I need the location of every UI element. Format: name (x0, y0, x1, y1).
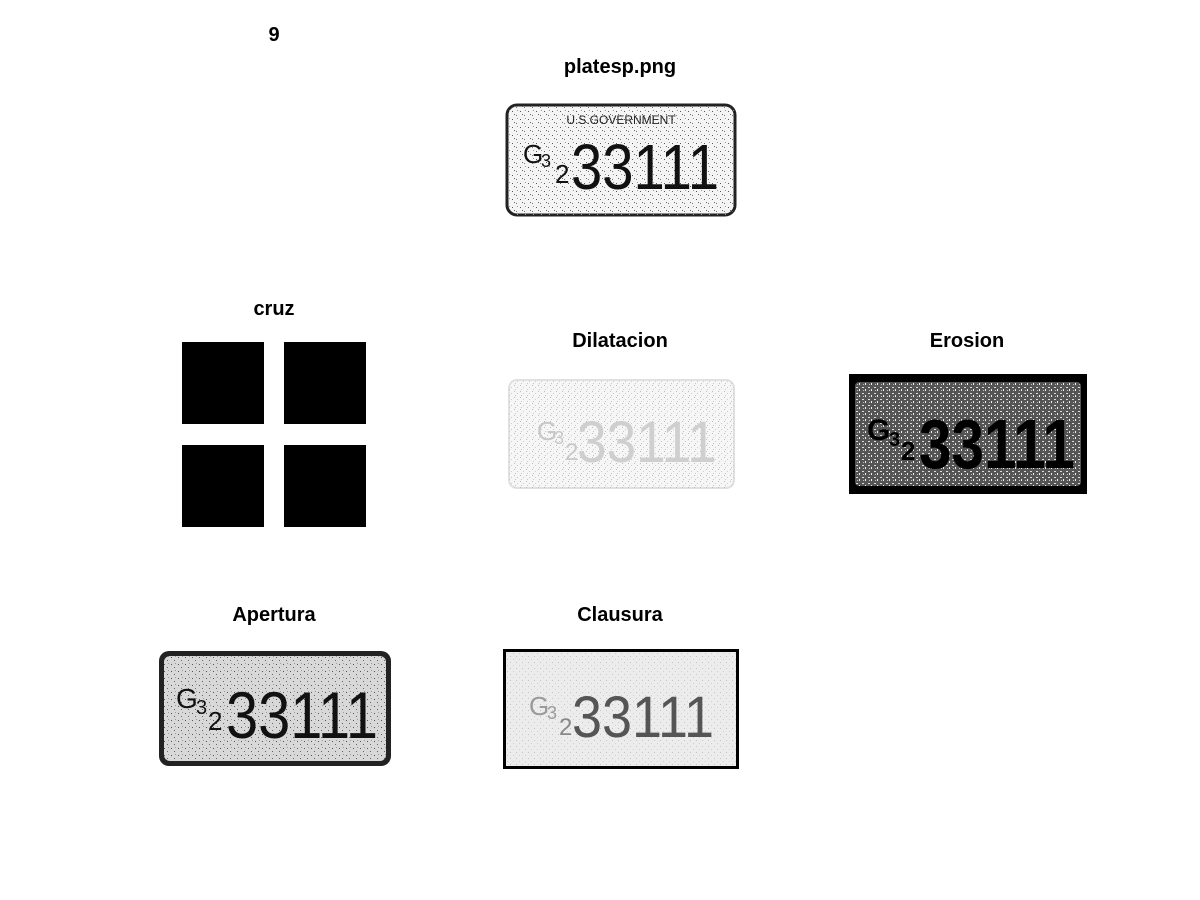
erosion-plate-prefix-sub: 2 (901, 436, 915, 466)
erosion-plate-prefix-sup: 3 (889, 429, 900, 451)
figure-number: 9 (268, 24, 280, 46)
dilatacion-panel-title: Dilatacion (572, 330, 668, 352)
clausura-plate-number: 33111 (572, 685, 714, 750)
apertura-plate-image: G 3 2 33111 (156, 648, 394, 769)
apertura-plate-number: 33111 (226, 678, 378, 752)
original-plate-prefix-sup: 3 (541, 151, 551, 171)
cruz-block-top-left (182, 342, 264, 424)
dilatacion-plate-number: 33111 (577, 410, 717, 475)
original-plate-prefix: G (523, 139, 543, 169)
apertura-plate-prefix-sub: 2 (208, 706, 222, 736)
original-plate-number: 33111 (571, 131, 719, 203)
clausura-plate-prefix-sub: 2 (559, 714, 572, 741)
dilatacion-plate-prefix-sup: 3 (554, 428, 564, 448)
cruz-block-top-right (284, 342, 366, 424)
erosion-plate-image: G 3 2 33111 (849, 374, 1087, 494)
cruz-block-bottom-left (182, 445, 264, 527)
original-plate-header: U.S.GOVERNMENT (566, 113, 676, 127)
original-plate-prefix-sub: 2 (555, 159, 569, 189)
dilatacion-plate-prefix: G (537, 416, 557, 446)
cruz-block-bottom-right (284, 445, 366, 527)
clausura-plate-prefix-sup: 3 (547, 703, 557, 723)
clausura-plate-prefix: G (529, 691, 549, 721)
cruz-structuring-element (182, 342, 366, 527)
apertura-plate-prefix: G (176, 683, 198, 714)
dilatacion-plate-image: G 3 2 33111 (507, 378, 736, 490)
erosion-plate-number: 33111 (919, 405, 1075, 483)
erosion-plate-prefix: G (867, 414, 890, 447)
apertura-panel-title: Apertura (232, 604, 316, 626)
clausura-plate-image: G 3 2 33111 (503, 649, 739, 769)
cruz-panel-title: cruz (253, 298, 295, 320)
clausura-panel-title: Clausura (577, 604, 663, 626)
apertura-plate-prefix-sup: 3 (196, 697, 207, 719)
erosion-panel-title: Erosion (929, 330, 1005, 352)
dilatacion-plate-prefix-sub: 2 (565, 439, 578, 466)
original-plate-image: U.S.GOVERNMENT G 3 2 33111 (503, 101, 739, 219)
original-panel-title: platesp.png (563, 56, 677, 78)
